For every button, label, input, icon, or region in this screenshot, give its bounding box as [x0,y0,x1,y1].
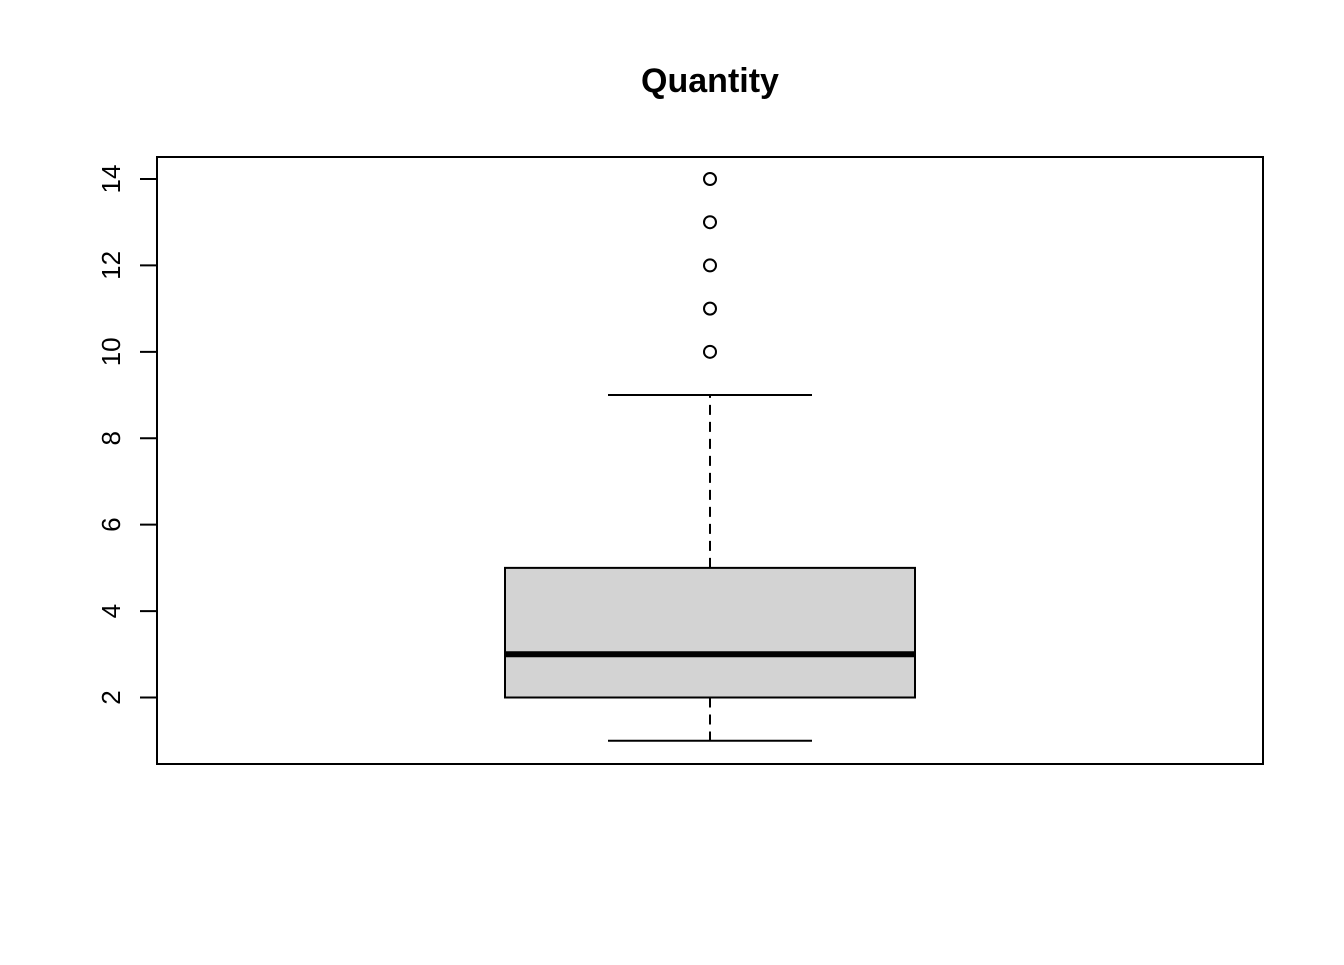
outlier-point [703,344,717,359]
y-tick-label: 14 [96,165,126,194]
y-tick-label: 10 [96,337,126,366]
outlier-point [703,172,717,186]
outlier-point [703,301,717,316]
outlier-point [703,258,717,273]
y-tick-label: 8 [96,431,126,445]
y-tick-label: 12 [96,251,126,280]
outlier-point [703,215,717,230]
iqr-box [504,566,916,699]
y-tick-label: 4 [96,604,126,618]
y-tick-label: 6 [96,517,126,531]
y-axis: 2 4 6 8 10 12 14 [96,165,158,705]
y-tick-label: 2 [96,690,126,704]
box-group [504,172,916,742]
chart-title: Quantity [641,62,779,100]
